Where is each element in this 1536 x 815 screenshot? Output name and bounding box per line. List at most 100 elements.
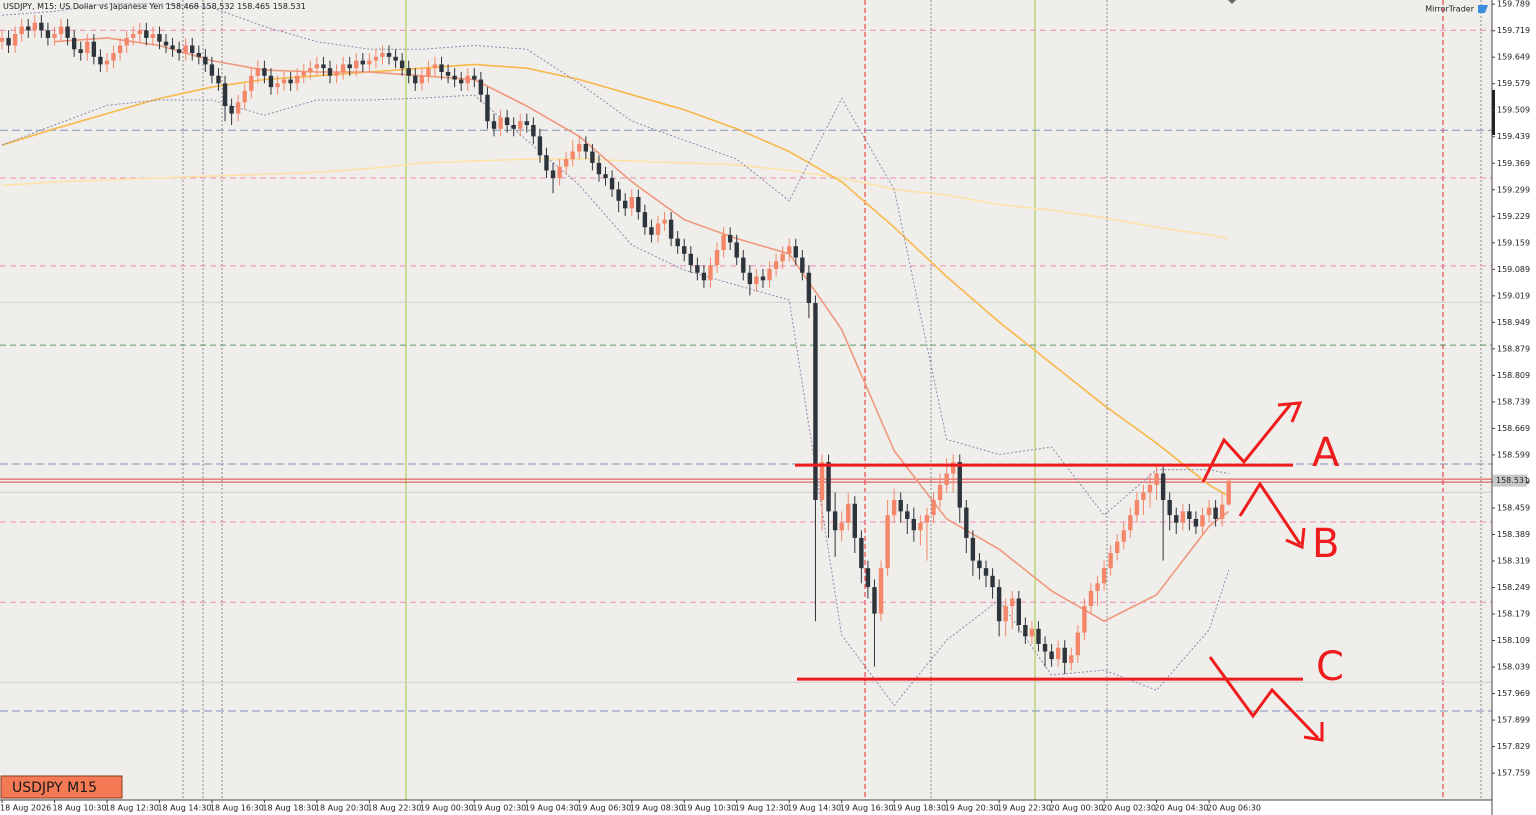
candle-body xyxy=(275,83,280,88)
candle-body xyxy=(636,196,641,213)
badge-text: USDJPY M15 xyxy=(12,780,97,796)
candle-body xyxy=(1115,541,1120,554)
indicators xyxy=(1,3,1230,707)
candle-body xyxy=(367,60,372,65)
candle-body xyxy=(885,515,890,569)
candle-body xyxy=(117,45,123,54)
candle-body xyxy=(727,234,733,243)
x-tick-label: 20 Aug 00:30 xyxy=(1050,804,1104,813)
candle-body xyxy=(360,60,365,65)
x-tick-label: 19 Aug 12:30 xyxy=(735,804,789,813)
candle-body xyxy=(668,219,674,239)
candle-body xyxy=(190,45,195,54)
candle-body xyxy=(1029,628,1035,637)
candle-body xyxy=(229,106,234,114)
indicator-line xyxy=(1,94,1230,707)
y-tick-label: 159.229 xyxy=(1497,212,1530,221)
candle-body xyxy=(452,75,457,80)
candle-body xyxy=(695,265,700,273)
low: 158.465 xyxy=(237,2,270,11)
x-tick-label: 19 Aug 10:30 xyxy=(682,804,736,813)
candle-body xyxy=(373,56,379,61)
candle-body xyxy=(78,49,83,54)
candle-body xyxy=(852,503,857,538)
candle-body xyxy=(0,37,5,42)
candle-body xyxy=(459,79,464,84)
y-tick-label: 159.509 xyxy=(1497,106,1530,115)
candle-body xyxy=(563,159,569,167)
candle-body xyxy=(1108,553,1113,569)
candle-body xyxy=(846,503,851,523)
candle-body xyxy=(170,45,175,50)
candle-body xyxy=(1069,655,1074,663)
candle-body xyxy=(544,155,549,171)
candle-body xyxy=(773,261,779,269)
y-tick-label: 158.039 xyxy=(1497,663,1530,672)
candle-body xyxy=(944,473,949,485)
candle-body xyxy=(891,500,897,516)
drawings: B A C xyxy=(795,401,1344,742)
candle-body xyxy=(1036,628,1041,644)
candle-body xyxy=(1042,643,1048,652)
candle-body xyxy=(806,272,812,304)
y-tick-label: 159.439 xyxy=(1497,132,1530,141)
y-tick-label: 158.389 xyxy=(1497,530,1530,539)
candle-body xyxy=(1082,606,1087,633)
candle-body xyxy=(439,64,444,72)
x-tick-label: 20 Aug 06:30 xyxy=(1207,804,1261,813)
candle-body xyxy=(104,60,110,65)
brand-icon[interactable] xyxy=(1478,5,1488,13)
separators xyxy=(182,0,1482,800)
candle-body xyxy=(268,75,274,88)
candle-body xyxy=(235,102,241,114)
x-tick-label: 20 Aug 02:30 xyxy=(1102,804,1156,813)
arrow-down xyxy=(1208,656,1320,740)
y-tick-label: 158.949 xyxy=(1497,318,1530,327)
candle-body xyxy=(295,75,300,84)
candle-body xyxy=(98,56,103,65)
candle-body xyxy=(990,575,995,588)
candle-body xyxy=(859,537,864,569)
candle-body xyxy=(524,121,529,125)
arrow-down xyxy=(1238,481,1302,545)
price-tag xyxy=(1493,474,1527,487)
candles xyxy=(0,15,1231,675)
candle-body xyxy=(1010,598,1015,607)
chart-title: USDJPY, M15: US Dollar vs Japanese Yen 1… xyxy=(3,2,306,11)
symbol-badge: USDJPY M15 xyxy=(0,775,123,799)
candle-body xyxy=(609,178,615,190)
candle-body xyxy=(445,71,451,76)
candle-body xyxy=(432,64,438,69)
candle-body xyxy=(905,511,910,519)
title: USDJPY, M15: US Dollar vs Japanese Yen xyxy=(3,2,163,11)
candle-body xyxy=(721,234,726,250)
candle-body xyxy=(249,75,254,91)
candle-body xyxy=(26,26,31,31)
y-tick-label: 159.299 xyxy=(1497,185,1530,194)
candle-body xyxy=(491,121,497,129)
y-tick-label: 159.649 xyxy=(1497,53,1530,62)
candle-body xyxy=(826,462,831,512)
candle-body xyxy=(1055,647,1061,660)
candle-body xyxy=(800,257,805,273)
y-tick-label: 157.759 xyxy=(1497,769,1530,778)
candle-body xyxy=(301,71,306,76)
x-tick-label: 18 Aug 18:30 xyxy=(262,804,316,813)
candle-body xyxy=(504,117,510,125)
candle-body xyxy=(255,68,261,76)
y-tick-label: 159.089 xyxy=(1497,265,1530,274)
candle-body xyxy=(741,257,746,273)
candle-body xyxy=(196,53,201,57)
candle-body xyxy=(39,22,44,31)
candle-body xyxy=(242,90,247,103)
candle-body xyxy=(386,53,392,57)
x-tick-label: 19 Aug 06:30 xyxy=(577,804,631,813)
y-tick-label: 159.789 xyxy=(1497,0,1530,9)
x-tick-label: 19 Aug 16:30 xyxy=(840,804,894,813)
indicator-line xyxy=(1,3,1229,516)
x-tick-label: 18 Aug 20:30 xyxy=(315,804,369,813)
x-tick-label: 19 Aug 18:30 xyxy=(892,804,946,813)
